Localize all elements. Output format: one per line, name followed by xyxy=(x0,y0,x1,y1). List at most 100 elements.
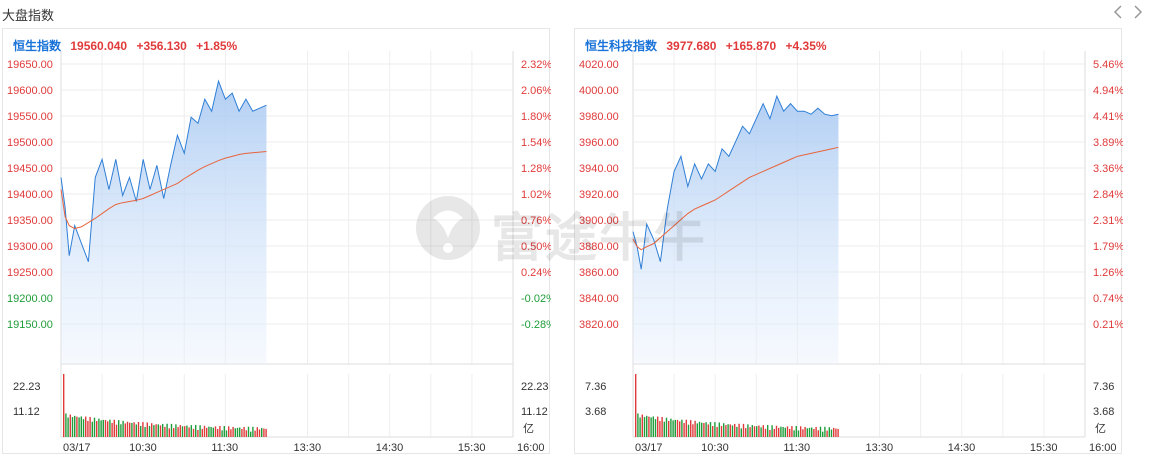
volume-bar xyxy=(830,429,833,437)
y2-tick-label: 0.24% xyxy=(521,267,551,279)
volume-bar xyxy=(201,428,203,437)
price-line xyxy=(60,79,267,262)
volume-bar xyxy=(252,426,254,437)
prev-button[interactable] xyxy=(1110,3,1126,21)
volume-bar xyxy=(91,421,93,437)
volume-bar xyxy=(806,428,808,437)
y2-tick-label: 4.94% xyxy=(1093,85,1123,97)
volume-bar xyxy=(665,417,668,437)
y-tick-label: 3820.00 xyxy=(579,319,619,331)
volume-bar xyxy=(650,417,652,437)
volume-bar xyxy=(241,428,243,437)
y2-tick-label: 0.76% xyxy=(521,215,551,227)
index-change: +165.870 xyxy=(725,39,777,53)
volume-tick-label: 22.23 xyxy=(521,381,549,393)
volume-bar xyxy=(639,417,641,437)
volume-unit: 亿 xyxy=(1095,422,1106,435)
hstech-panel[interactable]: 4020.00 5.46% 4000.00 4.94% 3980.00 4.41% 3960… xyxy=(574,28,1123,454)
y-tick-label: 3900.00 xyxy=(579,215,619,227)
volume-bar xyxy=(723,423,725,437)
volume-bar xyxy=(826,430,828,437)
y2-tick-label: -0.28% xyxy=(521,319,551,331)
next-button[interactable] xyxy=(1130,3,1146,21)
volume-bar xyxy=(162,423,164,437)
volume-bar xyxy=(80,416,82,437)
y-tick-label: 19650.00 xyxy=(7,59,53,71)
index-change-pct: +4.35% xyxy=(785,39,827,53)
volume-bar xyxy=(148,425,151,437)
x-tick-label: 14:30 xyxy=(948,442,976,454)
y2-tick-label: 2.84% xyxy=(1093,189,1123,201)
x-tick-label: 13:30 xyxy=(866,442,894,454)
volume-bar xyxy=(740,428,742,437)
volume-bar xyxy=(718,422,720,437)
volume-bar xyxy=(159,425,162,437)
volume-bar xyxy=(676,419,679,437)
y2-tick-label: -0.02% xyxy=(521,293,551,305)
volume-bar xyxy=(245,430,247,437)
volume-bar xyxy=(657,416,659,437)
volume-bar xyxy=(720,425,723,437)
volume-bar xyxy=(195,425,197,437)
volume-bar xyxy=(705,422,707,437)
volume-bar xyxy=(135,424,137,437)
volume-bar xyxy=(791,426,793,437)
volume-bar xyxy=(236,427,239,437)
volume-tick-label: 22.23 xyxy=(13,381,41,393)
volume-bar xyxy=(789,428,791,437)
volume-bar xyxy=(82,419,85,437)
volume-bar xyxy=(89,416,91,437)
index-name[interactable]: 恒生科技指数 xyxy=(585,39,658,53)
volume-tick-label: 3.68 xyxy=(1093,406,1114,418)
volume-bar xyxy=(760,427,762,437)
volume-bar xyxy=(685,419,687,437)
volume-bar xyxy=(778,427,780,437)
volume-bar xyxy=(654,419,657,437)
volume-bar xyxy=(652,416,654,437)
volume-bar xyxy=(133,422,135,437)
volume-bar xyxy=(122,420,124,437)
volume-bar xyxy=(115,424,118,437)
y2-tick-label: 3.89% xyxy=(1093,137,1123,149)
y2-tick-label: 1.54% xyxy=(521,137,551,149)
volume-bar xyxy=(142,422,144,437)
volume-bar xyxy=(74,415,76,437)
hsi-panel[interactable]: 19650.00 2.32% 19600.00 2.06% 19550.00 1.80% 1… xyxy=(2,28,551,454)
volume-bar xyxy=(170,423,173,437)
x-tick-label: 15:30 xyxy=(1030,442,1058,454)
volume-bar xyxy=(155,424,157,437)
volume-bar xyxy=(670,418,672,437)
y-tick-label: 19600.00 xyxy=(7,85,53,97)
volume-bar xyxy=(256,427,258,437)
volume-bar xyxy=(815,426,817,437)
volume-bar xyxy=(828,427,830,437)
hstech-chart: 4020.00 5.46% 4000.00 4.94% 3980.00 4.41% 3960… xyxy=(579,51,1123,454)
volume-bar xyxy=(206,427,208,437)
price-area xyxy=(61,81,267,364)
volume-bar xyxy=(203,425,206,437)
volume-bar xyxy=(186,425,188,437)
volume-bar xyxy=(67,417,69,437)
volume-bar xyxy=(696,423,698,437)
volume-bar xyxy=(184,426,186,437)
y-tick-label: 19550.00 xyxy=(7,111,53,123)
volume-bar xyxy=(747,424,749,437)
volume-bar xyxy=(78,417,80,437)
volume-bar xyxy=(822,431,824,437)
average-line xyxy=(60,151,267,230)
volume-bar xyxy=(780,426,782,437)
y-tick-label: 3840.00 xyxy=(579,293,619,305)
x-tick-label: 16:00 xyxy=(517,442,545,454)
volume-bar xyxy=(102,419,104,437)
y-tick-label: 19150.00 xyxy=(7,319,53,331)
volume-bar xyxy=(775,425,778,437)
y-tick-label: 19450.00 xyxy=(7,163,53,175)
volume-bar xyxy=(725,425,727,437)
volume-unit: 亿 xyxy=(523,422,534,435)
volume-tick-label: 3.68 xyxy=(585,406,606,418)
volume-tick-label: 7.36 xyxy=(1093,381,1114,393)
chevron-left-icon xyxy=(1113,5,1122,19)
volume-bar xyxy=(692,424,694,437)
index-name[interactable]: 恒生指数 xyxy=(13,39,62,53)
volume-bar xyxy=(217,428,219,437)
